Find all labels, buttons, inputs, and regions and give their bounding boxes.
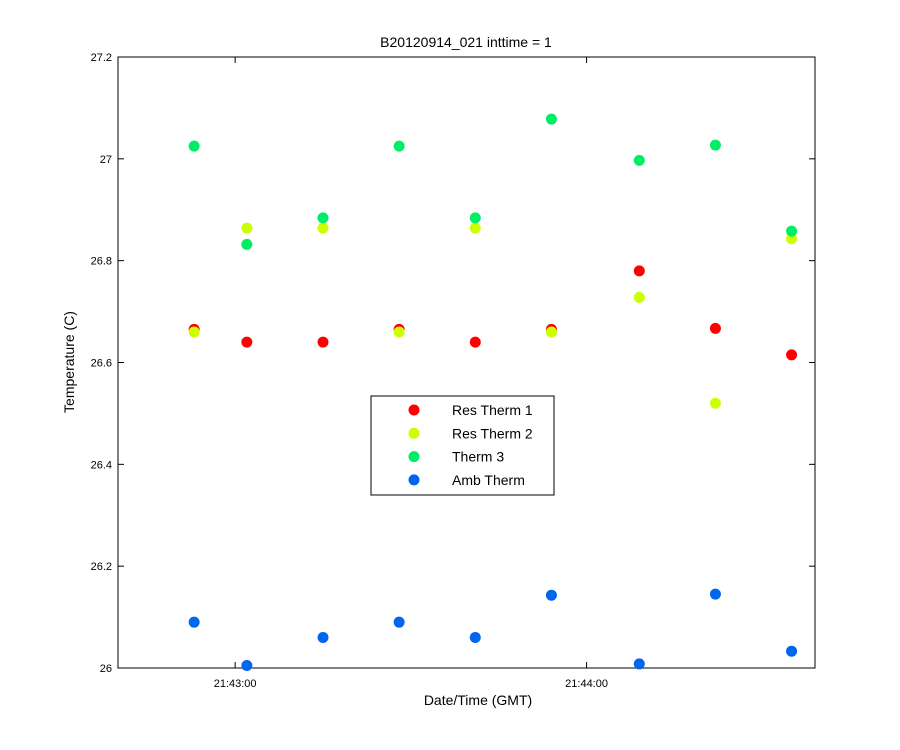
point-series-1 (317, 336, 329, 348)
y-tick-label: 26 (100, 663, 112, 675)
point-series-4 (709, 588, 721, 600)
point-series-4 (633, 658, 645, 670)
point-series-4 (317, 631, 329, 643)
point-series-4 (241, 659, 253, 671)
point-series-3 (393, 140, 405, 152)
point-series-2 (633, 291, 645, 303)
x-tick-label: 21:44:00 (565, 678, 608, 690)
legend-label-4: Amb Therm (452, 472, 525, 488)
point-series-3 (241, 238, 253, 250)
point-series-2 (393, 326, 405, 338)
point-series-1 (469, 336, 481, 348)
y-axis-ticks: 26 26.2 26.4 26.6 26.8 27 27.2 (91, 52, 815, 675)
point-series-3 (545, 113, 557, 125)
data-points (188, 113, 798, 671)
point-series-1 (633, 265, 645, 277)
x-tick-label: 21:43:00 (214, 678, 257, 690)
legend-label-1: Res Therm 1 (452, 402, 533, 418)
point-series-2 (241, 222, 253, 234)
legend: Res Therm 1 Res Therm 2 Therm 3 Amb Therm (370, 395, 555, 496)
point-series-4 (469, 631, 481, 643)
point-series-2 (709, 397, 721, 409)
x-axis-ticks: 21:43:00 21:44:00 (214, 57, 608, 690)
point-series-1 (786, 349, 798, 361)
point-series-3 (633, 154, 645, 166)
point-series-4 (545, 589, 557, 601)
point-series-3 (188, 140, 200, 152)
legend-label-2: Res Therm 2 (452, 425, 533, 441)
y-tick-label: 27.2 (91, 52, 112, 64)
legend-marker-2 (408, 427, 420, 439)
point-series-3 (709, 139, 721, 151)
legend-marker-3 (408, 451, 420, 463)
legend-label-3: Therm 3 (452, 449, 504, 465)
point-series-3 (786, 225, 798, 237)
y-tick-label: 27 (100, 154, 112, 166)
point-series-2 (188, 326, 200, 338)
plot-area (117, 56, 816, 669)
point-series-3 (317, 212, 329, 224)
y-tick-label: 26.6 (91, 358, 112, 370)
point-series-2 (469, 222, 481, 234)
legend-marker-1 (408, 404, 420, 416)
y-axis-label: Temperature (C) (61, 311, 77, 413)
chart-title: B20120914_021 inttime = 1 (380, 34, 552, 50)
x-axis-label: Date/Time (GMT) (424, 692, 532, 708)
point-series-2 (545, 326, 557, 338)
y-tick-label: 26.8 (91, 256, 112, 268)
point-series-3 (469, 212, 481, 224)
point-series-4 (786, 645, 798, 657)
legend-marker-4 (408, 474, 420, 486)
y-tick-label: 26.2 (91, 561, 112, 573)
point-series-4 (393, 616, 405, 628)
point-series-1 (709, 322, 721, 334)
legend-box (370, 395, 555, 496)
point-series-4 (188, 616, 200, 628)
point-series-2 (317, 222, 329, 234)
point-series-2 (786, 233, 798, 245)
y-tick-label: 26.4 (91, 459, 112, 471)
point-series-1 (241, 336, 253, 348)
